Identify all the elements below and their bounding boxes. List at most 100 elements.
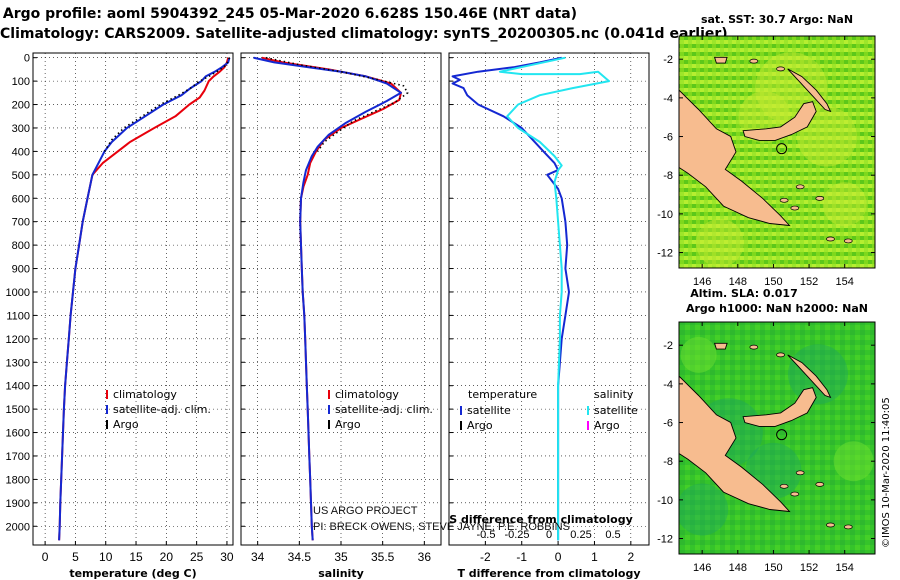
s-tick-label: -0.5: [477, 529, 496, 541]
map-top: [679, 36, 875, 268]
map-x-tick-label: 146: [693, 276, 711, 288]
y-tick-label: 1600: [6, 428, 30, 440]
sla-patch: [680, 336, 717, 373]
land-island: [843, 238, 853, 244]
difference-panel-xlabel: T difference from climatology: [457, 567, 640, 580]
y-tick-label: 700: [12, 217, 30, 229]
legend-label: climatology: [113, 388, 177, 401]
map-x-tick-label: 148: [729, 276, 747, 288]
s-tick-label: 0: [546, 529, 552, 541]
y-tick-label: 1300: [6, 357, 30, 369]
temperature-panel: 0100200300400500600700800900100011001200…: [6, 52, 234, 580]
y-tick-label: 200: [12, 100, 30, 112]
land-island: [826, 236, 835, 242]
legend-label: satellite: [467, 404, 511, 417]
y-tick-label: 900: [12, 264, 30, 276]
land-island: [749, 344, 759, 350]
land-island: [795, 184, 805, 190]
x-tick-label: -1: [516, 550, 527, 564]
y-tick-label: 500: [12, 170, 30, 182]
legend-label: satellite-adj. clim.: [335, 403, 433, 416]
land-island: [843, 524, 853, 530]
y-tick-label: 0: [24, 53, 30, 65]
salinity-panel-xlabel: salinity: [318, 567, 364, 580]
land-new-britain: [742, 101, 817, 141]
map-bottom-title-1: Altim. SLA: 0.017: [690, 287, 798, 300]
x-tick-label: 2: [627, 550, 634, 564]
land-new-guinea: [679, 89, 791, 227]
land-manus: [713, 342, 728, 350]
land-island: [779, 483, 789, 489]
y-tick-label: 1900: [6, 498, 30, 510]
x-tick-label: 0: [42, 550, 49, 564]
map-x-tick-label: 150: [764, 276, 782, 288]
difference-panel-frame: [448, 52, 650, 546]
map-x-tick-label: 154: [836, 562, 854, 574]
salinity-panel-frame: [240, 52, 442, 546]
land-island: [795, 470, 805, 476]
salinity-panel: 34 34.5 35 35.5 36 salinity: [240, 52, 442, 580]
sst-patch: [695, 218, 744, 267]
land-island: [826, 522, 835, 528]
y-tick-label: 2000: [6, 521, 30, 533]
sst-patch: [796, 106, 857, 167]
land-island: [790, 205, 800, 211]
series-t-satellite: [451, 56, 570, 541]
float-position-marker: [776, 429, 788, 441]
land-island: [749, 58, 759, 64]
temperature-panel-frame: [32, 52, 234, 546]
legend-label: climatology: [335, 388, 399, 401]
project-line-1: US ARGO PROJECT: [313, 505, 418, 517]
y-tick-label: 1100: [6, 310, 30, 322]
map-x-tick-label: 148: [729, 562, 747, 574]
map-y-tick-label: -10: [657, 495, 673, 507]
x-tick-label: 36: [418, 550, 432, 564]
x-tick-label: 30: [220, 550, 234, 564]
map-y-tick-label: -8: [663, 170, 673, 182]
x-tick-label: 35.5: [371, 550, 395, 564]
legend-label: Argo: [335, 418, 361, 431]
land-island: [776, 352, 785, 358]
map-x-tick-label: 150: [764, 562, 782, 574]
map-y-tick-label: -6: [663, 132, 673, 144]
y-tick-label: 300: [12, 123, 30, 135]
x-tick-label: 5: [72, 550, 79, 564]
legend-label: satellite-adj. clim.: [113, 403, 211, 416]
land-new-ireland: [787, 354, 832, 399]
s-tick-label: 0.5: [605, 529, 620, 541]
x-tick-label: 25: [190, 550, 204, 564]
x-tick-label: 0: [555, 550, 562, 564]
x-tick-label: 20: [160, 550, 174, 564]
y-tick-label: 1200: [6, 334, 30, 346]
legend-label: satellite: [594, 404, 638, 417]
map-y-tick-label: -4: [663, 379, 673, 391]
x-tick-label: 34: [251, 550, 265, 564]
series-s-satellite: [498, 56, 610, 541]
map-y-tick-label: -2: [663, 54, 673, 66]
difference-panel-xlabel-top: S difference from climatology: [449, 513, 633, 526]
float-position-marker: [776, 143, 788, 155]
map-x-tick-label: 152: [800, 562, 818, 574]
x-tick-label: -2: [480, 550, 491, 564]
s-tick-label: -0.25: [504, 529, 529, 541]
x-tick-label: 15: [129, 550, 143, 564]
sla-patch: [833, 441, 874, 482]
map-x-tick-label: 152: [800, 276, 818, 288]
x-tick-label: 34.5: [288, 550, 312, 564]
title-line-1: Argo profile: aoml 5904392_245 05-Mar-20…: [2, 6, 578, 22]
sla-patch: [679, 483, 729, 536]
map-bottom-title-2: Argo h1000: NaN h2000: NaN: [685, 302, 869, 315]
title-line-2: Climatology: CARS2009. Satellite-adjuste…: [0, 26, 728, 42]
map-bottom-frame: [678, 321, 876, 555]
map-x-tick-label: 154: [836, 276, 854, 288]
sst-patch: [822, 182, 867, 227]
sla-patch: [787, 344, 848, 405]
land-island: [776, 66, 785, 72]
map-bottom: [679, 322, 875, 554]
land-manus: [713, 56, 728, 64]
map-top-frame: [678, 35, 876, 269]
map-top-title: sat. SST: 30.7 Argo: NaN: [700, 13, 854, 26]
land-new-guinea: [679, 375, 791, 513]
land-island: [790, 491, 800, 497]
